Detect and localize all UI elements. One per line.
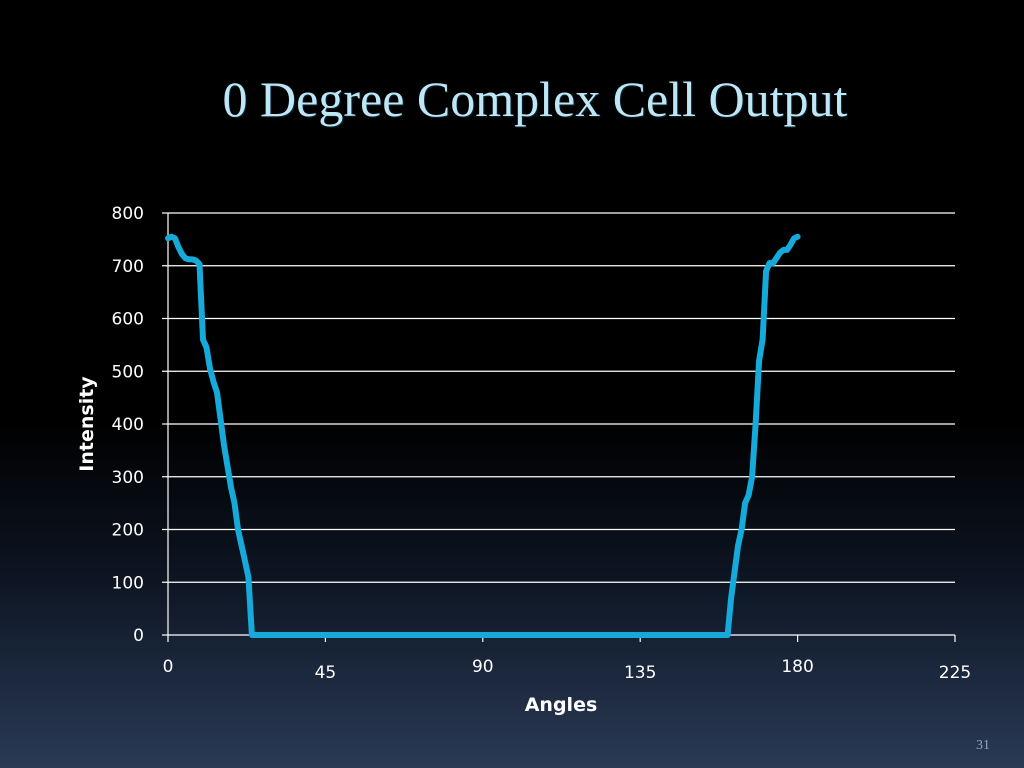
y-tick-label: 0 xyxy=(133,626,144,646)
series-layer xyxy=(165,233,801,638)
x-tick-label: 45 xyxy=(315,663,337,683)
series-line xyxy=(165,233,801,638)
slide-title: 0 Degree Complex Cell Output xyxy=(222,71,848,127)
grid-lines xyxy=(168,212,955,583)
x-axis-title: Angles xyxy=(525,694,598,716)
x-tick-label: 180 xyxy=(781,657,813,677)
y-tick-label: 300 xyxy=(112,468,144,488)
slide-number: 31 xyxy=(976,738,990,753)
y-axis-title: Intensity xyxy=(76,376,98,472)
y-tick-label: 800 xyxy=(112,204,144,224)
y-tick-label: 600 xyxy=(112,310,144,330)
y-tick-label: 100 xyxy=(112,573,144,593)
x-tick-label: 90 xyxy=(472,657,494,677)
axes xyxy=(162,212,956,642)
y-tick-label: 500 xyxy=(112,362,144,382)
x-tick-label: 0 xyxy=(163,657,174,677)
y-tick-label: 700 xyxy=(112,257,144,277)
y-tick-label: 200 xyxy=(112,521,144,541)
y-tick-label: 400 xyxy=(112,415,144,435)
y-tick-labels: 0 100 200 300 400 500 600 700 800 xyxy=(112,204,144,646)
x-tick-label: 135 xyxy=(624,663,656,683)
x-tick-label: 225 xyxy=(939,663,971,683)
x-tick-labels: 0 45 90 135 180 225 xyxy=(163,657,972,683)
